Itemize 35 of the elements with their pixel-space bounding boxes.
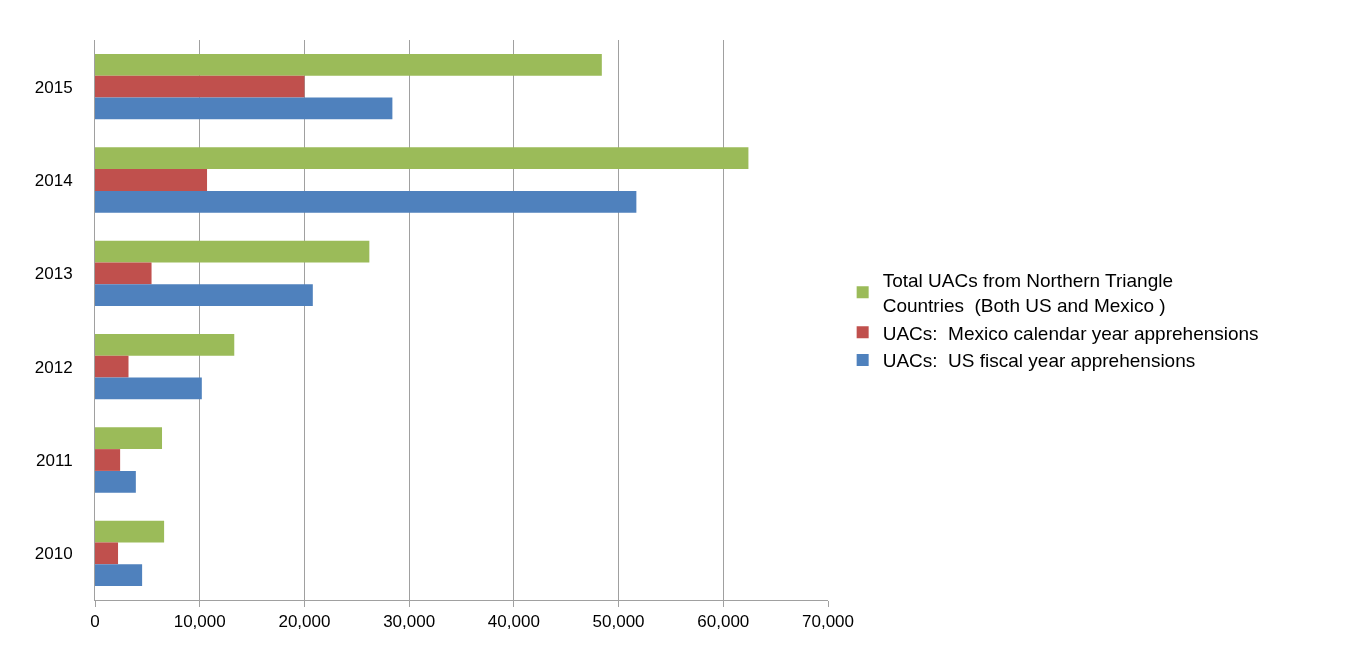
bar <box>95 97 393 120</box>
y-tick-label: 2014 <box>34 170 73 190</box>
bar <box>95 190 637 213</box>
bar <box>95 355 129 378</box>
bar <box>95 54 602 76</box>
x-tick-label: 20,000 <box>278 612 331 632</box>
bar <box>95 284 313 306</box>
x-tick-label: 70,000 <box>802 612 854 632</box>
bar <box>95 262 152 285</box>
x-tick-label: 50,000 <box>592 612 645 632</box>
x-tick-label: 40,000 <box>487 612 540 632</box>
legend-label: Total UACs from Northern Triangle Countries (Both US and Mexico ) <box>882 270 1174 316</box>
x-tick-label: 0 <box>90 612 100 632</box>
x-tick-label: 30,000 <box>383 612 436 632</box>
y-tick-label: 2011 <box>36 450 73 470</box>
bar <box>95 334 235 356</box>
bar <box>95 449 121 471</box>
legend-label: UACs: US fiscal year apprehensions <box>882 350 1196 372</box>
bar <box>95 427 163 450</box>
bar <box>95 240 370 263</box>
bar <box>95 564 143 586</box>
bar <box>95 169 208 191</box>
x-tick-label: 60,000 <box>697 612 750 632</box>
y-tick-label: 2013 <box>34 264 73 284</box>
bar <box>95 520 165 543</box>
y-tick-label: 2015 <box>34 77 73 97</box>
bar <box>95 542 119 565</box>
bar <box>95 75 305 98</box>
bar <box>95 377 202 400</box>
y-tick-label: 2012 <box>34 357 73 377</box>
legend-label: UACs: Mexico calendar year apprehensions <box>882 322 1259 344</box>
bar <box>95 147 749 170</box>
bar <box>95 470 136 493</box>
x-tick-label: 10,000 <box>173 612 226 632</box>
y-tick-label: 2010 <box>34 544 73 564</box>
